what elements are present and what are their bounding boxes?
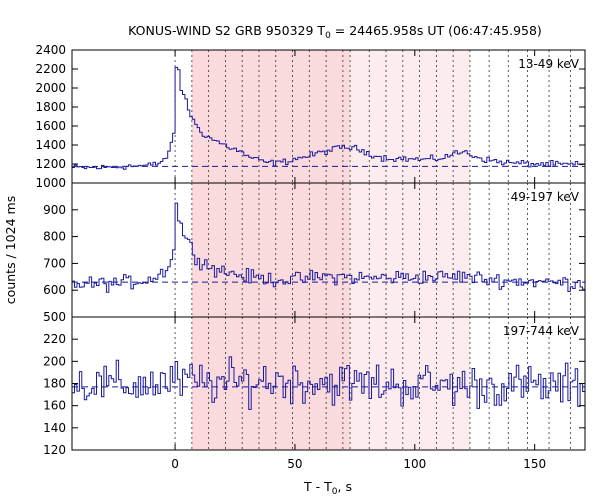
energy-band-label: 197-744 keV bbox=[503, 324, 580, 338]
y-tick-label: 800 bbox=[43, 230, 66, 244]
y-tick-label: 220 bbox=[43, 332, 66, 346]
x-tick-label: 100 bbox=[403, 457, 426, 471]
shaded-region-2 bbox=[350, 317, 470, 450]
y-tick-label: 1800 bbox=[35, 100, 66, 114]
y-tick-label: 180 bbox=[43, 377, 66, 391]
y-tick-label: 160 bbox=[43, 399, 66, 413]
y-tick-label: 900 bbox=[43, 203, 66, 217]
panel-1: 1000 1200 1400 1600 1800 2000 2200 2400 13-49 ke… bbox=[35, 43, 586, 190]
y-tick-label: 140 bbox=[43, 421, 66, 435]
x-tick-label: 150 bbox=[523, 457, 546, 471]
y-tick-label: 1200 bbox=[35, 157, 66, 171]
shaded-region-2 bbox=[350, 50, 470, 183]
energy-band-label: 49-197 keV bbox=[511, 190, 580, 204]
x-tick-label: 0 bbox=[171, 457, 179, 471]
count-rate-series bbox=[72, 66, 585, 170]
y-tick-label: 500 bbox=[43, 310, 66, 324]
y-tick-label: 200 bbox=[43, 354, 66, 368]
shaded-region-2 bbox=[350, 183, 470, 317]
y-tick-label: 1400 bbox=[35, 138, 66, 152]
energy-band-label: 13-49 keV bbox=[518, 57, 580, 71]
x-axis-label: T - T0, s bbox=[303, 479, 352, 497]
y-tick-label: 600 bbox=[43, 283, 66, 297]
panel-2: 500 600 700 800 900 49-197 keV bbox=[43, 182, 586, 324]
chart-title: KONUS-WIND S2 GRB 950329 T0 = 24465.958s… bbox=[128, 23, 542, 41]
y-axis-label: counts / 1024 ms bbox=[3, 196, 18, 304]
y-tick-label: 1600 bbox=[35, 119, 66, 133]
y-tick-label: 120 bbox=[43, 443, 66, 457]
shaded-region-1 bbox=[191, 183, 351, 317]
y-tick-label: 2200 bbox=[35, 62, 66, 76]
x-tick-label: 50 bbox=[287, 457, 302, 471]
count-rate-series bbox=[72, 202, 585, 293]
y-tick-label: 700 bbox=[43, 256, 66, 270]
panel-3: 120 140 160 180 200 220 197-744 keV bbox=[43, 316, 586, 457]
count-rate-series bbox=[72, 356, 585, 410]
y-tick-label: 1000 bbox=[35, 176, 66, 190]
y-tick-label: 2400 bbox=[35, 43, 66, 57]
y-tick-label: 2000 bbox=[35, 81, 66, 95]
